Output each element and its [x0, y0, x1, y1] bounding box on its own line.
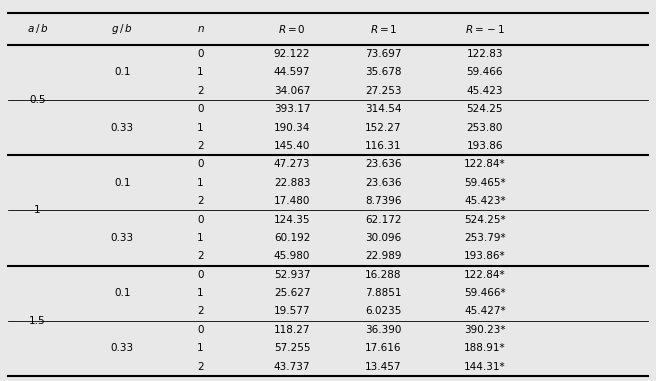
- Text: 36.390: 36.390: [365, 325, 401, 335]
- Text: 45.423*: 45.423*: [464, 196, 506, 206]
- Text: 1: 1: [197, 67, 204, 77]
- Text: 2: 2: [197, 141, 204, 151]
- Text: 45.427*: 45.427*: [464, 306, 506, 317]
- Text: 0.33: 0.33: [111, 123, 134, 133]
- Text: 52.937: 52.937: [274, 270, 310, 280]
- Text: 0.33: 0.33: [111, 343, 134, 353]
- Text: $g\,/\,b$: $g\,/\,b$: [112, 22, 133, 36]
- Text: 0.5: 0.5: [29, 95, 45, 105]
- Text: 43.737: 43.737: [274, 362, 310, 371]
- Text: 190.34: 190.34: [274, 123, 310, 133]
- Text: 188.91*: 188.91*: [464, 343, 506, 353]
- Text: 17.616: 17.616: [365, 343, 401, 353]
- Text: 2: 2: [197, 362, 204, 371]
- Text: 524.25: 524.25: [466, 104, 503, 114]
- Text: 0: 0: [197, 215, 204, 224]
- Text: 2: 2: [197, 251, 204, 261]
- Text: 6.0235: 6.0235: [365, 306, 401, 317]
- Text: 1: 1: [34, 205, 41, 215]
- Text: 393.17: 393.17: [274, 104, 310, 114]
- Text: 22.883: 22.883: [274, 178, 310, 188]
- Text: 390.23*: 390.23*: [464, 325, 506, 335]
- Text: 1: 1: [197, 123, 204, 133]
- Text: 2: 2: [197, 306, 204, 317]
- Text: 314.54: 314.54: [365, 104, 401, 114]
- Text: 19.577: 19.577: [274, 306, 310, 317]
- Text: 2: 2: [197, 196, 204, 206]
- Text: 1: 1: [197, 178, 204, 188]
- Text: 144.31*: 144.31*: [464, 362, 506, 371]
- Text: 62.172: 62.172: [365, 215, 401, 224]
- Text: 0: 0: [197, 49, 204, 59]
- Text: 193.86*: 193.86*: [464, 251, 506, 261]
- Text: 1: 1: [197, 233, 204, 243]
- Text: 35.678: 35.678: [365, 67, 401, 77]
- Text: 23.636: 23.636: [365, 159, 401, 170]
- Text: $R=1$: $R=1$: [370, 23, 398, 35]
- Text: 0: 0: [197, 325, 204, 335]
- Text: 0: 0: [197, 159, 204, 170]
- Text: 23.636: 23.636: [365, 178, 401, 188]
- Text: 22.989: 22.989: [365, 251, 401, 261]
- Text: 34.067: 34.067: [274, 86, 310, 96]
- Text: 193.86: 193.86: [466, 141, 503, 151]
- Text: 13.457: 13.457: [365, 362, 401, 371]
- Text: 122.84*: 122.84*: [464, 270, 506, 280]
- Text: 57.255: 57.255: [274, 343, 310, 353]
- Text: 7.8851: 7.8851: [365, 288, 401, 298]
- Text: 253.80: 253.80: [466, 123, 503, 133]
- Text: 118.27: 118.27: [274, 325, 310, 335]
- Text: 1.5: 1.5: [29, 316, 46, 326]
- Text: $R=-1$: $R=-1$: [464, 23, 505, 35]
- Text: $a\,/\,b$: $a\,/\,b$: [27, 22, 48, 35]
- Text: 122.83: 122.83: [466, 49, 503, 59]
- Text: $R=0$: $R=0$: [278, 23, 306, 35]
- Text: 47.273: 47.273: [274, 159, 310, 170]
- Text: 44.597: 44.597: [274, 67, 310, 77]
- Text: 152.27: 152.27: [365, 123, 401, 133]
- Text: 8.7396: 8.7396: [365, 196, 401, 206]
- Text: 59.465*: 59.465*: [464, 178, 506, 188]
- Text: 0.1: 0.1: [114, 288, 131, 298]
- Text: 524.25*: 524.25*: [464, 215, 506, 224]
- Text: 1: 1: [197, 288, 204, 298]
- Text: 45.980: 45.980: [274, 251, 310, 261]
- Text: 0.33: 0.33: [111, 233, 134, 243]
- Text: 122.84*: 122.84*: [464, 159, 506, 170]
- Text: $n$: $n$: [197, 24, 205, 34]
- Text: 59.466: 59.466: [466, 67, 503, 77]
- Text: 17.480: 17.480: [274, 196, 310, 206]
- Text: 30.096: 30.096: [365, 233, 401, 243]
- Text: 25.627: 25.627: [274, 288, 310, 298]
- Text: 145.40: 145.40: [274, 141, 310, 151]
- Text: 27.253: 27.253: [365, 86, 401, 96]
- Text: 45.423: 45.423: [466, 86, 503, 96]
- Text: 16.288: 16.288: [365, 270, 401, 280]
- Text: 60.192: 60.192: [274, 233, 310, 243]
- Text: 73.697: 73.697: [365, 49, 401, 59]
- Text: 0: 0: [197, 270, 204, 280]
- Text: 0.1: 0.1: [114, 178, 131, 188]
- Text: 0: 0: [197, 104, 204, 114]
- Text: 0.1: 0.1: [114, 67, 131, 77]
- Text: 2: 2: [197, 86, 204, 96]
- Text: 124.35: 124.35: [274, 215, 310, 224]
- Text: 116.31: 116.31: [365, 141, 401, 151]
- Text: 1: 1: [197, 343, 204, 353]
- Text: 92.122: 92.122: [274, 49, 310, 59]
- Text: 59.466*: 59.466*: [464, 288, 506, 298]
- Text: 253.79*: 253.79*: [464, 233, 506, 243]
